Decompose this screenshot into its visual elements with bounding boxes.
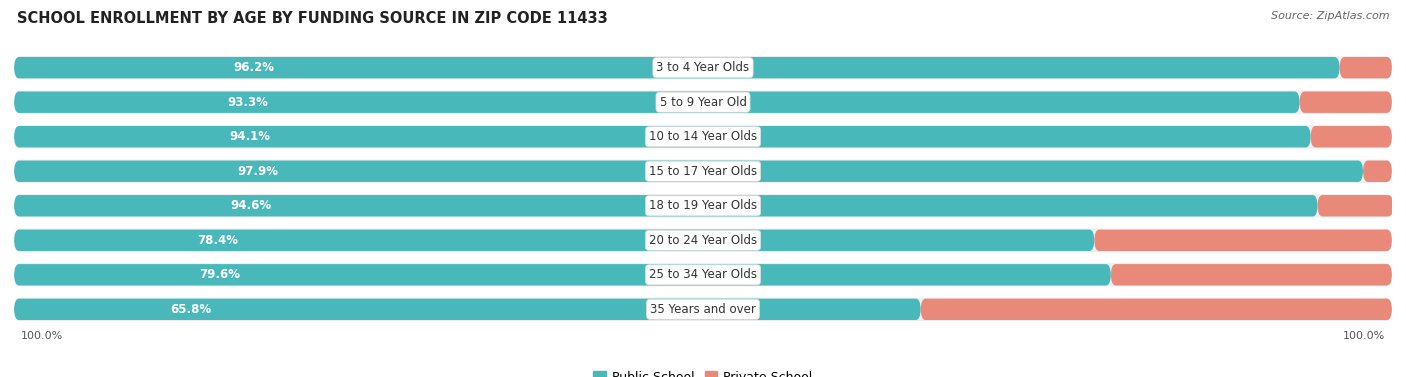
Text: 96.2%: 96.2% — [233, 61, 274, 74]
FancyBboxPatch shape — [14, 158, 1392, 184]
FancyBboxPatch shape — [1310, 126, 1392, 147]
Text: SCHOOL ENROLLMENT BY AGE BY FUNDING SOURCE IN ZIP CODE 11433: SCHOOL ENROLLMENT BY AGE BY FUNDING SOUR… — [17, 11, 607, 26]
Text: 79.6%: 79.6% — [200, 268, 240, 281]
Text: 3 to 4 Year Olds: 3 to 4 Year Olds — [657, 61, 749, 74]
FancyBboxPatch shape — [1111, 264, 1392, 285]
Text: 100.0%: 100.0% — [21, 331, 63, 341]
FancyBboxPatch shape — [14, 92, 1299, 113]
Text: 15 to 17 Year Olds: 15 to 17 Year Olds — [650, 165, 756, 178]
Text: 78.4%: 78.4% — [197, 234, 238, 247]
FancyBboxPatch shape — [14, 124, 1392, 150]
FancyBboxPatch shape — [14, 126, 1310, 147]
Legend: Public School, Private School: Public School, Private School — [588, 366, 818, 377]
FancyBboxPatch shape — [14, 193, 1392, 219]
FancyBboxPatch shape — [14, 89, 1392, 115]
Text: 94.6%: 94.6% — [231, 199, 271, 212]
FancyBboxPatch shape — [14, 296, 1392, 322]
FancyBboxPatch shape — [14, 161, 1362, 182]
Text: 25 to 34 Year Olds: 25 to 34 Year Olds — [650, 268, 756, 281]
FancyBboxPatch shape — [14, 262, 1392, 288]
Text: 94.1%: 94.1% — [229, 130, 270, 143]
Text: 20 to 24 Year Olds: 20 to 24 Year Olds — [650, 234, 756, 247]
FancyBboxPatch shape — [1317, 195, 1393, 216]
FancyBboxPatch shape — [14, 264, 1111, 285]
FancyBboxPatch shape — [14, 227, 1392, 253]
FancyBboxPatch shape — [14, 230, 1094, 251]
Text: Source: ZipAtlas.com: Source: ZipAtlas.com — [1271, 11, 1389, 21]
FancyBboxPatch shape — [921, 299, 1392, 320]
FancyBboxPatch shape — [14, 195, 1317, 216]
Text: 100.0%: 100.0% — [1343, 331, 1385, 341]
FancyBboxPatch shape — [1299, 92, 1392, 113]
Text: 93.3%: 93.3% — [228, 96, 269, 109]
Text: 10 to 14 Year Olds: 10 to 14 Year Olds — [650, 130, 756, 143]
Text: 35 Years and over: 35 Years and over — [650, 303, 756, 316]
FancyBboxPatch shape — [1362, 161, 1392, 182]
Text: 97.9%: 97.9% — [238, 165, 278, 178]
FancyBboxPatch shape — [14, 299, 921, 320]
FancyBboxPatch shape — [14, 55, 1392, 81]
FancyBboxPatch shape — [14, 57, 1340, 78]
Text: 65.8%: 65.8% — [170, 303, 212, 316]
Text: 5 to 9 Year Old: 5 to 9 Year Old — [659, 96, 747, 109]
FancyBboxPatch shape — [1094, 230, 1392, 251]
FancyBboxPatch shape — [1340, 57, 1392, 78]
Text: 18 to 19 Year Olds: 18 to 19 Year Olds — [650, 199, 756, 212]
